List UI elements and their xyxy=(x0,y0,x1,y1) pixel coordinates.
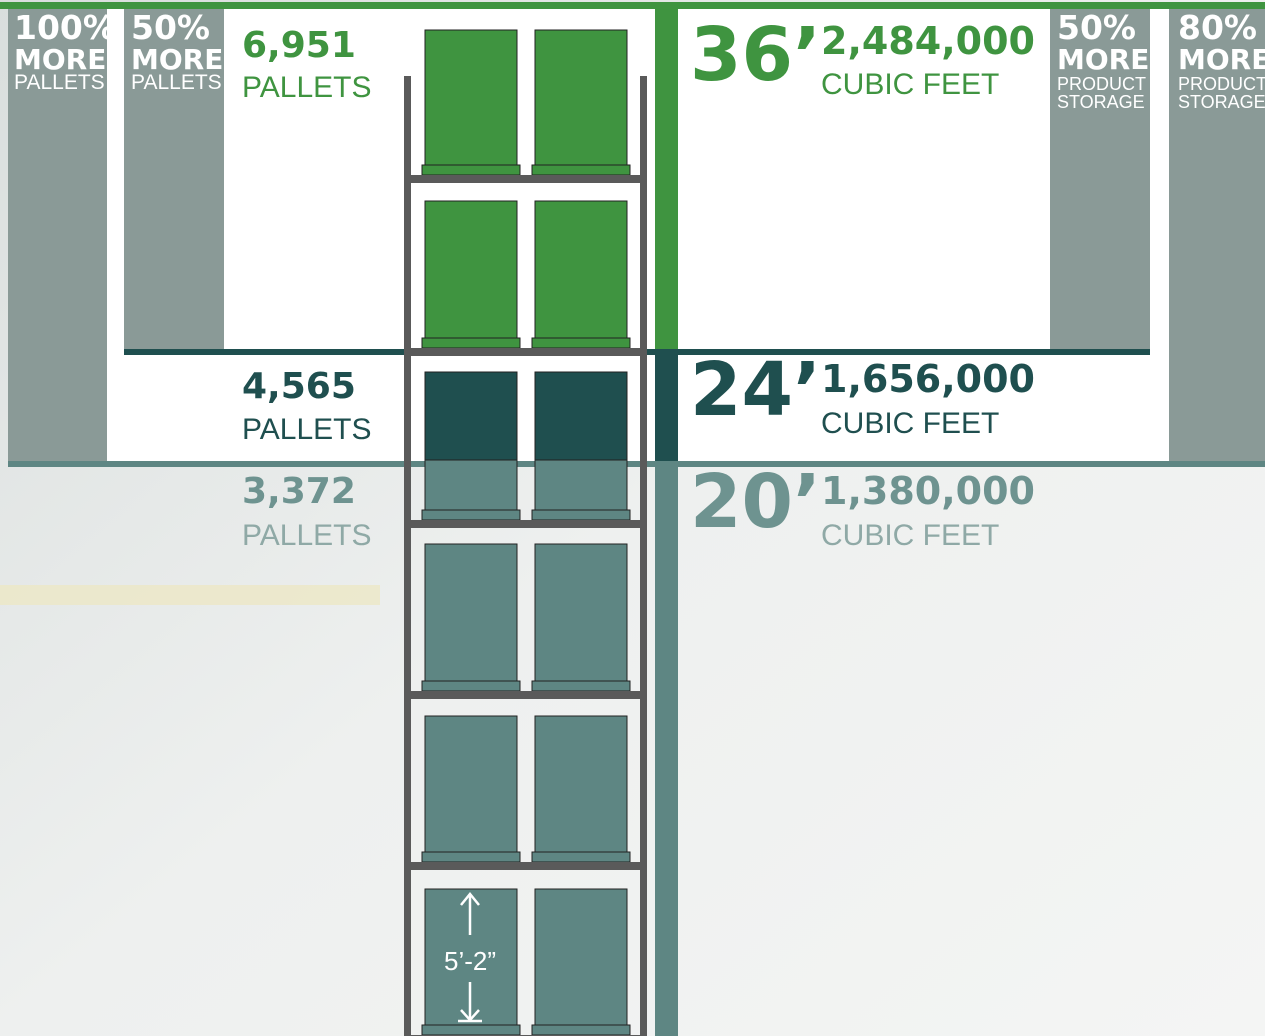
pallet xyxy=(535,30,627,165)
background xyxy=(0,585,380,605)
pallet-base xyxy=(532,338,630,348)
more: MORE xyxy=(1057,43,1149,76)
pallet-base xyxy=(532,852,630,862)
line-20 xyxy=(8,461,1265,467)
pallet-unit: PALLETS xyxy=(242,71,372,104)
pallet-count: 4,565 xyxy=(242,366,356,407)
page: 100% MORE PALLETS 50% MORE PALLETS 50% M… xyxy=(0,0,1265,1036)
bar-20 xyxy=(655,462,678,1036)
label: PRODUCT xyxy=(1178,74,1265,94)
pallet-base xyxy=(532,1025,630,1035)
volume-unit: CUBIC FEET xyxy=(821,519,999,552)
volume: 2,484,000 xyxy=(821,19,1035,63)
pallet xyxy=(425,716,517,852)
beam xyxy=(404,862,647,870)
height: 36’ xyxy=(690,12,821,98)
infographic: 100% MORE PALLETS 50% MORE PALLETS 50% M… xyxy=(0,0,1265,1036)
volume: 1,380,000 xyxy=(821,469,1035,513)
pallet xyxy=(535,716,627,852)
pallet xyxy=(425,201,517,338)
pallet xyxy=(535,544,627,681)
pallet xyxy=(535,201,627,338)
label: STORAGE xyxy=(1057,92,1145,112)
pallet-base xyxy=(422,338,520,348)
pallet xyxy=(535,889,627,1025)
label: PRODUCT xyxy=(1057,74,1146,94)
pallet-base xyxy=(422,1025,520,1035)
volume: 1,656,000 xyxy=(821,357,1035,401)
beam xyxy=(404,520,647,528)
bar-36 xyxy=(655,8,678,352)
pallet-unit: PALLETS xyxy=(242,519,372,552)
pallet-count: 6,951 xyxy=(242,25,356,66)
pallet xyxy=(425,372,517,460)
height: 20’ xyxy=(690,459,821,545)
bar-24 xyxy=(655,352,678,462)
beam xyxy=(404,691,647,699)
pallet-base xyxy=(532,681,630,691)
percent: 50% xyxy=(131,8,210,47)
upright xyxy=(640,76,647,1036)
volume-unit: CUBIC FEET xyxy=(821,68,999,101)
pallet-base xyxy=(532,510,630,520)
pallet-base xyxy=(532,165,630,175)
pallet-base xyxy=(422,510,520,520)
pallet-unit: PALLETS xyxy=(242,413,372,446)
pallet xyxy=(535,372,627,460)
pallet-base xyxy=(422,165,520,175)
upright xyxy=(404,76,411,1036)
percent: 100% xyxy=(14,8,116,47)
beam xyxy=(404,348,647,356)
pallet xyxy=(425,30,517,165)
beam xyxy=(404,175,647,183)
volume-unit: CUBIC FEET xyxy=(821,407,999,440)
pallet-base xyxy=(422,681,520,691)
pallet-height: 5’-2” xyxy=(444,946,496,976)
label: PALLETS xyxy=(131,71,222,94)
label: STORAGE xyxy=(1178,92,1265,112)
label: PALLETS xyxy=(14,71,105,94)
pallet xyxy=(425,544,517,681)
pallet-count: 3,372 xyxy=(242,471,356,512)
pallet-base xyxy=(422,852,520,862)
height: 24’ xyxy=(690,347,821,433)
percent: 80% xyxy=(1178,8,1257,47)
more: MORE xyxy=(1178,43,1265,76)
percent: 50% xyxy=(1057,8,1136,47)
